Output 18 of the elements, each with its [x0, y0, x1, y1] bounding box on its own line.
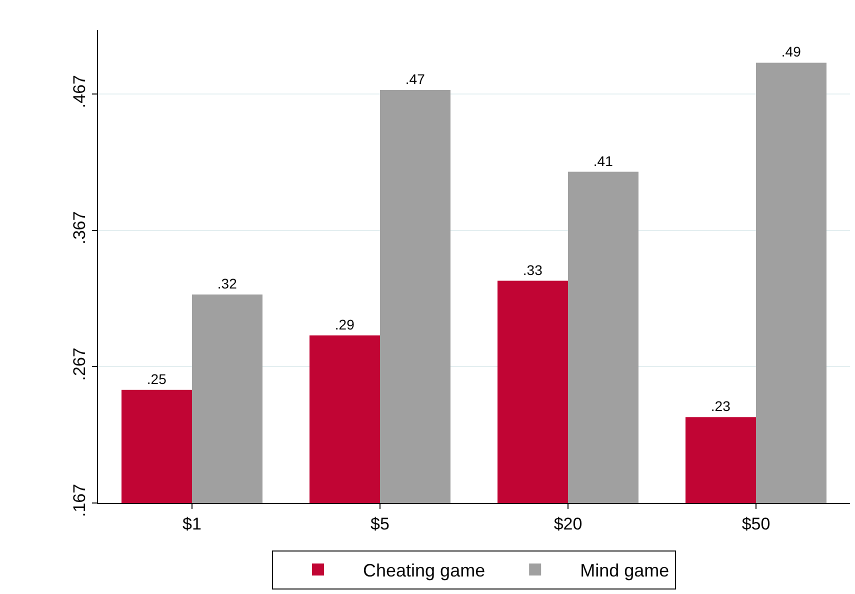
- x-tick-label: $5: [370, 514, 390, 534]
- y-tick-label: .367: [70, 211, 90, 244]
- legend-label: Mind game: [580, 560, 670, 581]
- data-label: .49: [781, 44, 802, 60]
- data-label: .25: [146, 370, 167, 387]
- data-label: .33: [522, 262, 543, 278]
- x-tick-label: $50: [742, 514, 770, 534]
- data-label: .41: [593, 152, 614, 169]
- y-tick-label: .167: [70, 484, 90, 517]
- data-label: .23: [710, 398, 731, 414]
- data-label: .47: [405, 70, 426, 87]
- x-tick-label: $20: [554, 514, 582, 534]
- data-label: .32: [217, 275, 238, 292]
- y-tick-label: .467: [70, 74, 90, 108]
- legend-label: Cheating game: [363, 560, 486, 581]
- y-tick-label: .267: [70, 348, 90, 381]
- data-label: .29: [334, 316, 355, 332]
- x-tick-label: $1: [182, 514, 202, 534]
